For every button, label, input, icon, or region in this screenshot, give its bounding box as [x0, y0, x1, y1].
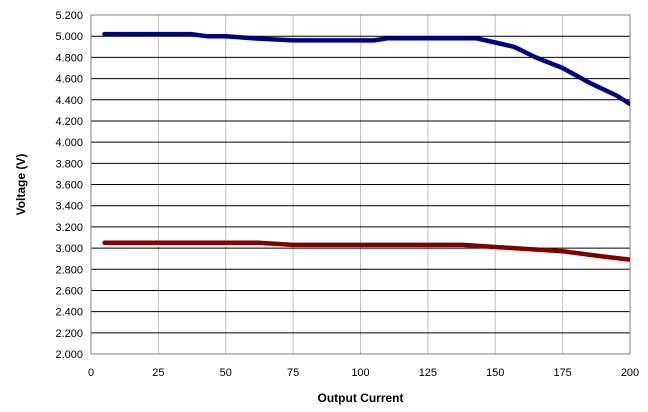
y-tick-label: 4.400 [55, 95, 83, 107]
y-tick-label: 4.000 [55, 137, 83, 149]
x-axis-title: Output Current [318, 391, 404, 405]
y-tick-label: 4.600 [55, 74, 83, 86]
x-tick-label: 100 [351, 367, 369, 379]
y-tick-label: 2.800 [55, 264, 83, 276]
y-tick-label: 5.200 [55, 10, 83, 22]
series-line-1 [102, 31, 630, 107]
y-axis-title: Voltage (V) [14, 154, 28, 216]
x-axis-tick-labels: 0 25 50 75 100 125 150 175 200 [88, 367, 639, 379]
y-tick-label: 3.400 [55, 201, 83, 213]
y-tick-label: 3.600 [55, 180, 83, 192]
plot-area-border [90, 14, 631, 355]
horizontal-gridlines [91, 35, 630, 334]
y-tick-label: 3.000 [55, 243, 83, 255]
series-layer [102, 31, 630, 262]
y-tick-label: 2.200 [55, 328, 83, 340]
x-tick-label: 125 [419, 367, 437, 379]
x-tick-label: 175 [553, 367, 571, 379]
y-axis-tick-labels: 2.000 2.200 2.400 2.600 2.800 3.000 3.200 3.400… [55, 10, 83, 361]
x-tick-label: 25 [152, 367, 164, 379]
x-tick-label: 200 [621, 367, 639, 379]
series-line-2 [102, 240, 630, 262]
y-tick-label: 4.800 [55, 52, 83, 64]
x-tick-label: 75 [287, 367, 299, 379]
x-tick-label: 150 [486, 367, 504, 379]
y-tick-label: 4.200 [55, 116, 83, 128]
x-tick-label: 0 [88, 367, 94, 379]
y-tick-label: 2.600 [55, 285, 83, 297]
y-tick-label: 3.200 [55, 222, 83, 234]
y-tick-label: 2.400 [55, 307, 83, 319]
y-tick-label: 2.000 [55, 349, 83, 361]
x-tick-label: 50 [220, 367, 232, 379]
y-tick-label: 3.800 [55, 158, 83, 170]
y-tick-label: 5.000 [55, 31, 83, 43]
